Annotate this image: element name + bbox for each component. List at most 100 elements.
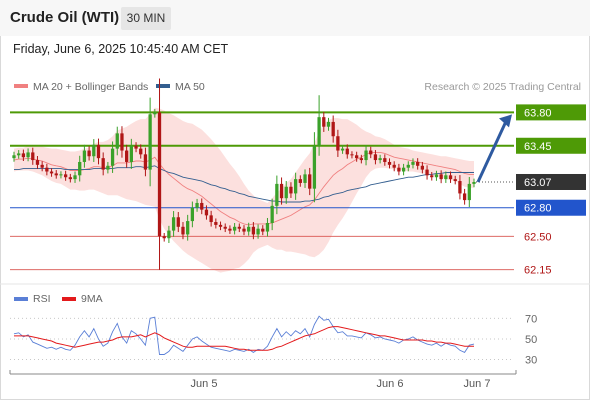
candle-down xyxy=(218,224,223,227)
candle-down xyxy=(45,167,49,172)
candle-down xyxy=(387,161,392,165)
scenario-arrow-shaft xyxy=(476,120,508,183)
candle-down xyxy=(209,215,213,223)
candle-up xyxy=(129,145,133,162)
rsi-legend-swatch xyxy=(14,297,28,301)
candle-down xyxy=(416,161,420,166)
candle-up xyxy=(78,161,82,176)
candle-up xyxy=(270,205,274,223)
candle-up xyxy=(106,165,110,170)
candle-down xyxy=(392,164,396,168)
candle-down xyxy=(181,226,185,235)
candle-up xyxy=(467,183,471,201)
candle-down xyxy=(237,226,241,229)
x-tick-label: Jun 5 xyxy=(191,378,218,390)
candle-down xyxy=(397,167,401,172)
candle-down xyxy=(359,158,363,161)
candle-up xyxy=(17,153,21,156)
candle-up xyxy=(293,179,298,194)
copyright-label: Research © 2025 Trading Central xyxy=(424,81,581,93)
candle-down xyxy=(383,158,387,162)
secondary-support-label: 62.50 xyxy=(524,231,552,243)
rsi-tick-label: 30 xyxy=(525,355,537,367)
candle-up xyxy=(110,148,115,166)
candle-down xyxy=(143,154,148,170)
candle-down xyxy=(176,217,180,227)
resistance-label-box xyxy=(516,104,586,121)
candle-up xyxy=(82,150,87,162)
candle-up xyxy=(364,150,368,161)
datetime-label: Friday, June 6, 2025 10:45:40 AM CET xyxy=(13,42,229,56)
candle-down xyxy=(63,174,68,178)
candle-up xyxy=(171,217,176,231)
support-label: 62.80 xyxy=(524,203,552,215)
candle-up xyxy=(326,121,331,127)
ma50-legend-swatch xyxy=(156,84,170,88)
candle-down xyxy=(134,145,138,149)
candle-down xyxy=(96,144,101,159)
candle-down xyxy=(204,209,209,216)
instrument-title: Crude Oil (WTI) xyxy=(10,9,120,26)
candle-up xyxy=(247,226,251,232)
candle-up xyxy=(190,207,195,222)
resistance-label: 63.80 xyxy=(524,107,552,119)
candle-down xyxy=(35,160,40,165)
candle-down xyxy=(125,150,129,162)
timeframe-button[interactable]: 30 MIN xyxy=(121,7,171,30)
candle-down xyxy=(308,174,312,189)
x-tick-label: Jun 6 xyxy=(377,378,404,390)
candle-down xyxy=(369,150,373,155)
rsi-tick-label: 70 xyxy=(525,313,537,325)
secondary-support-label: 62.15 xyxy=(524,265,552,277)
candle-up xyxy=(167,230,171,239)
candle-down xyxy=(439,174,443,180)
candle-down xyxy=(298,179,302,183)
candle-down xyxy=(425,169,429,176)
rsi-legend-label: RSI xyxy=(33,293,51,305)
candle-up xyxy=(284,186,288,199)
candle-up xyxy=(92,144,96,157)
candle-up xyxy=(115,133,119,149)
current-price-box xyxy=(516,173,586,190)
candle-down xyxy=(157,112,162,237)
candle-down xyxy=(40,164,44,168)
candle-down xyxy=(462,193,467,201)
current-price-label: 63.07 xyxy=(524,177,552,189)
candle-down xyxy=(54,173,58,176)
candle-down xyxy=(289,186,293,194)
candle-up xyxy=(265,222,270,232)
candle-down xyxy=(345,148,349,155)
chart-header: Crude Oil (WTI) 30 MIN xyxy=(0,0,590,36)
candle-up xyxy=(317,117,321,146)
candle-up xyxy=(472,181,476,184)
candle-down xyxy=(336,136,340,151)
candle-down xyxy=(251,226,256,235)
candle-down xyxy=(162,236,166,239)
x-tick-label: Jun 7 xyxy=(464,378,491,390)
candle-up xyxy=(303,174,307,183)
candle-down xyxy=(331,121,335,137)
candle-up xyxy=(12,155,16,159)
candle-down xyxy=(373,154,378,161)
candle-down xyxy=(120,133,124,151)
candle-up xyxy=(411,161,415,165)
candle-down xyxy=(355,155,359,159)
candle-down xyxy=(200,202,204,210)
candle-down xyxy=(350,154,354,156)
ma20-legend-label: MA 20 + Bollinger Bands xyxy=(33,81,148,93)
bollinger-band-area xyxy=(14,107,474,273)
candle-up xyxy=(232,226,237,231)
candle-up xyxy=(434,174,439,178)
candle-up xyxy=(256,228,260,235)
candle-down xyxy=(261,228,265,232)
ma20-legend-swatch xyxy=(14,84,28,88)
candle-up xyxy=(186,221,190,235)
candle-down xyxy=(223,226,227,229)
candle-up xyxy=(406,164,410,168)
support-label-box xyxy=(516,199,586,216)
candle-down xyxy=(458,181,462,194)
scenario-arrow-head xyxy=(499,114,512,128)
candle-down xyxy=(242,228,246,232)
candle-down xyxy=(448,175,453,180)
